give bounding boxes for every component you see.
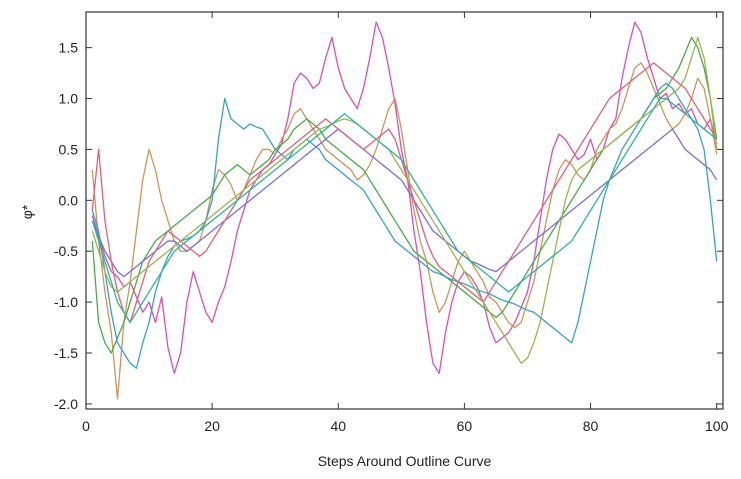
series-line-7: [91, 36, 718, 364]
y-tick-label: -1.0: [54, 294, 78, 310]
y-tick-label: -2.0: [54, 396, 78, 412]
x-tick-label: 20: [204, 418, 220, 434]
y-axis-label: φ*: [19, 204, 35, 219]
y-axis: -2.0 -1.5 -1.0 -0.5 0.0 0.5 1.0 1.5: [54, 40, 723, 412]
series-line-6: [91, 62, 718, 324]
y-tick-label: 0.5: [59, 141, 79, 157]
x-axis-label: Steps Around Outline Curve: [318, 453, 492, 469]
x-tick-label: 100: [705, 418, 729, 434]
series-line-5: [91, 128, 718, 278]
plot-frame: [85, 11, 724, 410]
x-tick-label: 40: [330, 418, 346, 434]
y-tick-label: 0.0: [59, 192, 79, 208]
series-lines: [91, 21, 718, 400]
y-tick-label: -0.5: [54, 243, 78, 259]
x-tick-label: 60: [457, 418, 473, 434]
x-tick-label: 0: [82, 418, 90, 434]
x-axis: 0 20 40 60 80 100: [82, 12, 729, 434]
x-tick-label: 80: [583, 418, 599, 434]
y-tick-label: -1.5: [54, 345, 78, 361]
series-line-8: [91, 97, 718, 324]
y-tick-label: 1.0: [59, 91, 79, 107]
y-tick-label: 1.5: [59, 40, 79, 56]
